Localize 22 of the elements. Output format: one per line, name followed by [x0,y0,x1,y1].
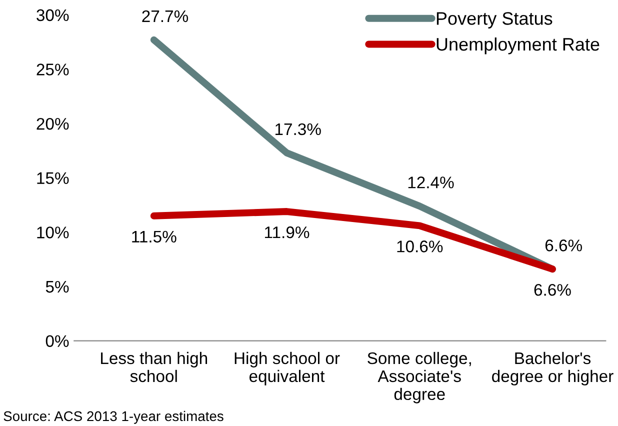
data-label: 17.3% [276,123,321,136]
legend-label: Unemployment Rate [436,37,600,54]
data-label: 6.6% [534,284,571,296]
x-tick-label: Less than high school [101,352,208,382]
data-label: 27.7% [142,10,188,22]
data-label: 10.6% [397,240,443,252]
source-note: Source: ACS 2013 1-year estimates [4,410,224,424]
legend-label: Poverty Status [436,12,552,28]
y-tick-label: 25% [36,64,69,76]
x-tick-label: Bachelor's degree or higher [492,352,614,386]
x-tick-label: Some college, Associate's degree [368,352,471,404]
data-label: 12.4% [408,176,454,188]
y-tick-label: 20% [36,118,69,130]
y-tick-label: 10% [37,226,69,238]
y-tick-label: 15% [37,172,69,184]
y-tick-label: 30% [36,9,69,22]
data-label: 11.5% [132,230,176,243]
y-tick-label: 0% [46,335,69,348]
data-label: 11.9% [265,226,310,238]
x-tick-label: High school or equivalent [234,352,340,386]
data-label: 6.6% [545,240,582,252]
y-tick-label: 5% [46,280,69,293]
